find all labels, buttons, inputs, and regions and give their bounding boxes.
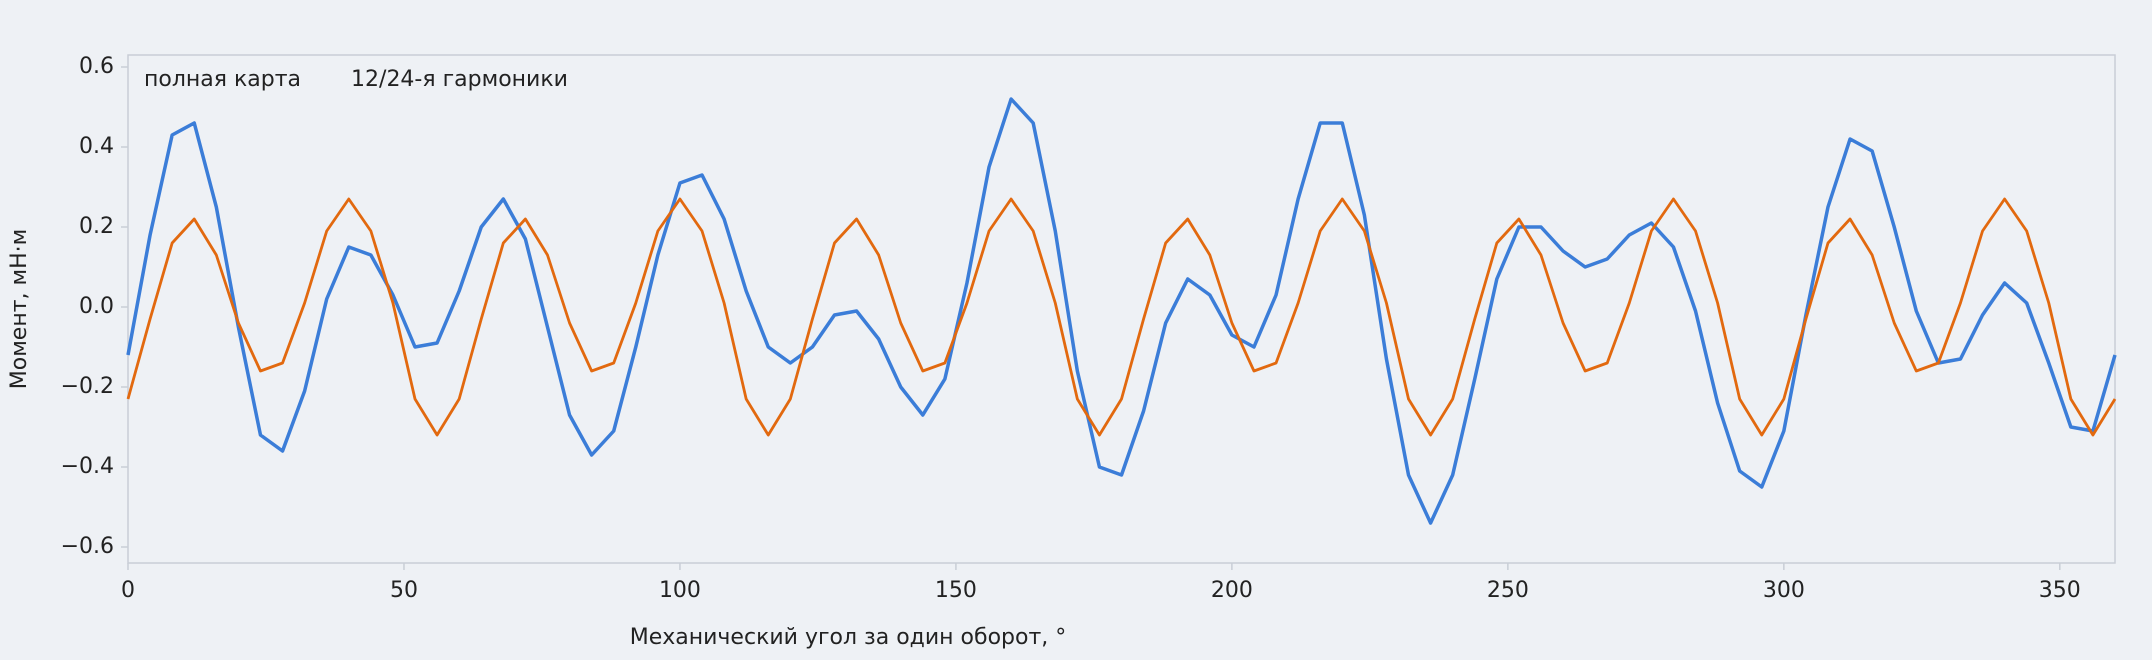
y-axis-label: Момент, мН·м xyxy=(7,229,32,390)
y-tick-label: −0.2 xyxy=(61,374,114,399)
y-tick-label: 0.4 xyxy=(79,134,114,159)
plot-frame xyxy=(127,54,2116,564)
y-tick-label: 0.6 xyxy=(79,54,114,79)
x-tick-label: 250 xyxy=(1487,578,1529,603)
x-tick-label: 0 xyxy=(121,578,135,603)
x-tick-label: 300 xyxy=(1763,578,1805,603)
y-tick-label: 0.0 xyxy=(79,294,114,319)
y-tick-label: −0.4 xyxy=(61,454,114,479)
x-axis-label: Механический угол за один оборот, ° xyxy=(630,625,1067,650)
x-tick-label: 100 xyxy=(659,578,701,603)
legend-entry: 12/24-я гармоники xyxy=(351,67,568,92)
legend-entry: полная карта xyxy=(144,67,301,92)
series-line xyxy=(126,197,2117,437)
x-tick-label: 50 xyxy=(390,578,418,603)
x-tick-label: 200 xyxy=(1211,578,1253,603)
x-tick-label: 350 xyxy=(2039,578,2081,603)
y-tick-label: −0.6 xyxy=(61,534,114,559)
x-tick-label: 150 xyxy=(935,578,977,603)
series-line xyxy=(126,97,2117,525)
y-tick-label: 0.2 xyxy=(79,214,114,239)
